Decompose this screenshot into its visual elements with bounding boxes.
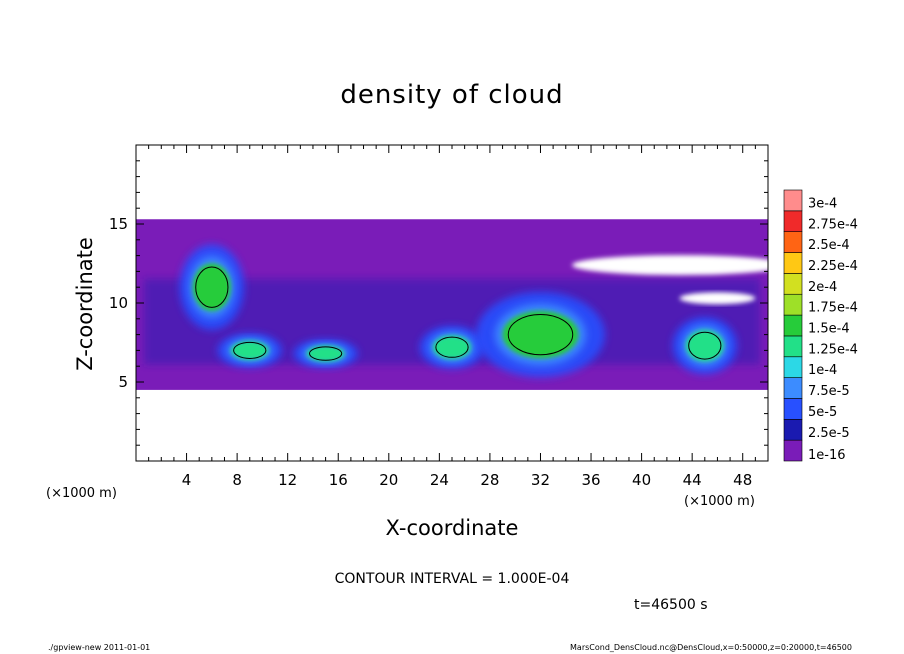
colorbar-label-9: 2.25e-4 (808, 259, 858, 274)
colorbar-label-3: 7.5e-5 (808, 384, 850, 399)
y-tick-label-1: 10 (109, 294, 128, 312)
x-tick-label-3: 16 (329, 471, 348, 489)
x-tick-label-1: 8 (232, 471, 242, 489)
footer-left: ./gpview-new 2011-01-01 (48, 643, 150, 652)
x-axis-label: X-coordinate (386, 516, 519, 540)
contour-line-2 (233, 341, 267, 359)
x-unit-label-left: (×1000 m) (46, 486, 117, 501)
colorbar-swatch-11 (783, 210, 803, 232)
colorbar-swatch-10 (783, 231, 803, 253)
y-axis-label: Z-coordinate (73, 237, 97, 371)
contour-line-4 (435, 336, 469, 358)
x-tick-label-6: 28 (480, 471, 499, 489)
contour-line-6 (688, 331, 722, 360)
x-tick-label-4: 20 (379, 471, 398, 489)
contour-interval: CONTOUR INTERVAL = 1.000E-04 (335, 571, 570, 587)
colorbar-label-7: 1.75e-4 (808, 301, 858, 316)
colorbar-swatch-5 (783, 335, 803, 358)
colorbar-label-5: 1.25e-4 (808, 342, 858, 357)
x-axis: 4 8 12 16 20 24 28 32 36 40 44 48 (148, 145, 756, 489)
colorbar-label-0: 1e-16 (808, 448, 846, 463)
colorbar-swatch-8 (783, 273, 803, 295)
cloud-core-3 (306, 345, 345, 362)
colorbar-label-6: 1.5e-4 (808, 322, 850, 337)
colorbar-label-1: 2.5e-5 (808, 426, 850, 441)
clear-gap (572, 255, 768, 276)
colorbar-label-10: 2.5e-4 (808, 238, 850, 253)
contour-line-1 (195, 266, 229, 308)
x-tick-label-5: 24 (430, 471, 449, 489)
clear-gap (679, 292, 756, 305)
footer-right: MarsCond_DensCloud.nc@DensCloud,x=0:5000… (570, 643, 852, 652)
colorbar-swatch-12 (783, 189, 803, 212)
x-tick-label-11: 48 (733, 471, 752, 489)
colorbar: 1e-16 2.5e-5 5e-5 7.5e-5 1e-4 1.25e-4 1.5e-4 1.… (783, 189, 858, 463)
colorbar-swatch-0 (783, 439, 803, 462)
colorbar-swatch-3 (783, 377, 803, 399)
cloud-core-6 (685, 329, 724, 362)
x-tick-label-8: 36 (581, 471, 600, 489)
colorbar-label-11: 2.75e-4 (808, 217, 858, 232)
y-tick-label-2: 15 (109, 215, 128, 233)
cloud-core-1 (192, 263, 231, 311)
y-tick-label-0: 5 (118, 373, 128, 391)
colorbar-swatch-7 (783, 293, 803, 316)
chart-title: density of cloud (340, 80, 563, 110)
time-label: t=46500 s (634, 597, 708, 613)
colorbar-swatch-6 (783, 314, 803, 337)
colorbar-label-8: 2e-4 (808, 280, 837, 295)
cloud-core-4 (433, 335, 471, 360)
contour-line-3 (308, 346, 343, 361)
cloud-core-5 (502, 310, 579, 359)
colorbar-label-2: 5e-5 (808, 405, 837, 420)
colorbar-swatch-2 (783, 398, 803, 420)
contour-line-5 (507, 313, 574, 356)
x-tick-label-7: 32 (531, 471, 550, 489)
x-tick-label-10: 44 (683, 471, 702, 489)
x-tick-label-2: 12 (278, 471, 297, 489)
x-tick-label-0: 4 (182, 471, 192, 489)
y-axis: 5 10 15 (109, 160, 768, 446)
x-unit-label-right: (×1000 m) (684, 494, 755, 509)
colorbar-label-4: 1e-4 (808, 363, 837, 378)
cloud-field (136, 219, 768, 390)
cloud-core-2 (230, 340, 269, 360)
colorbar-swatch-1 (783, 419, 803, 441)
colorbar-swatch-9 (783, 252, 803, 274)
colorbar-label-12: 3e-4 (808, 196, 837, 211)
colorbar-swatch-4 (783, 356, 803, 378)
x-tick-label-9: 40 (632, 471, 651, 489)
